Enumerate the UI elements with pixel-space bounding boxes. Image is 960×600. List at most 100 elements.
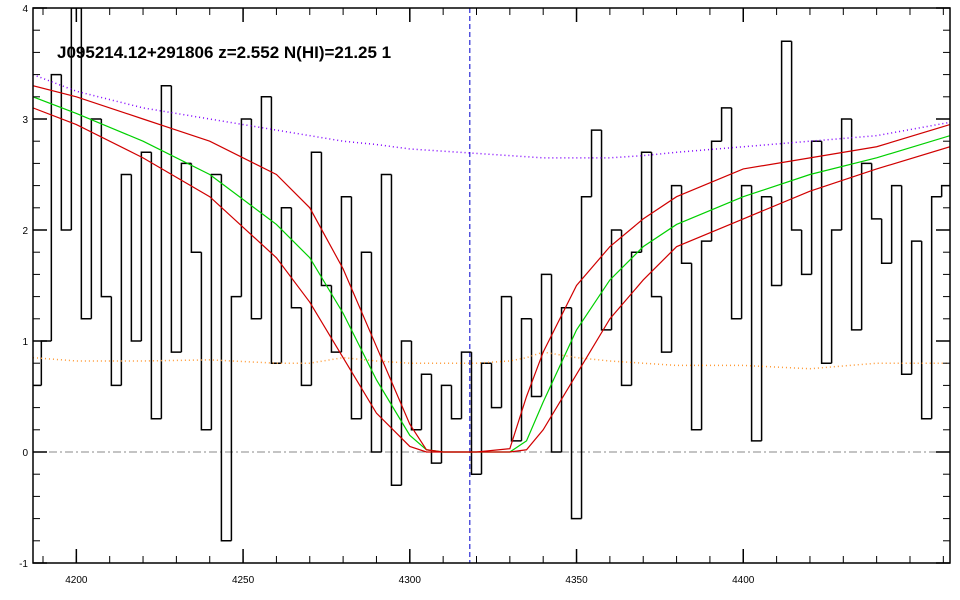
flux-step [840,118,852,230]
flux-step [540,273,552,397]
flux-step [60,74,72,231]
flux-step [860,162,872,330]
flux-step [550,274,562,453]
y-tick-label: 4 [22,4,28,15]
flux-step [150,152,162,420]
flux-step [410,341,422,431]
flux-step [600,130,612,331]
flux-step [250,119,262,320]
flux-step [130,174,142,342]
flux-step [380,173,392,452]
flux-step [450,385,462,420]
flux-step [50,73,62,341]
flux-step [730,107,742,320]
flux-step [260,96,272,319]
flux-step [310,151,322,386]
flux-step [710,140,722,242]
flux-step [750,185,762,442]
flux-step [810,140,822,275]
flux-step [500,295,512,408]
flux-step [420,373,432,430]
flux-step [230,295,242,541]
axes: 4200 4250 4300 4350 4400 -1 0 1 2 3 4 [19,4,951,586]
flux-step [180,162,192,353]
flux-step [900,185,912,376]
y-tick-label: 3 [22,115,28,126]
x-tick-label: 4400 [732,575,755,586]
flux-step [290,207,302,309]
x-tick-label: 4200 [65,575,88,586]
flux-step [390,174,402,487]
y-tick-label: -1 [19,559,28,570]
flux-step [690,263,702,431]
flux-step [790,41,802,231]
flux-step [240,118,252,297]
flux-step [480,362,492,475]
flux-step [890,184,902,264]
flux-step [110,296,122,387]
flux-step [660,296,672,353]
flux-step [280,207,292,364]
flux-step [40,340,52,386]
y-tick-label: 0 [22,448,28,459]
flux-step [670,184,682,353]
x-tick-label: 4300 [399,575,422,586]
flux-step [300,307,312,387]
flux-step [560,306,572,452]
flux-step [920,241,932,420]
flux-step [70,8,82,230]
flux-step [620,230,632,387]
dotted-curve [33,351,950,370]
flux-step [140,151,152,341]
flux-step [160,84,172,419]
flux-step [200,252,212,431]
flux-step [220,174,232,542]
x-tick-label: 4350 [565,575,588,586]
flux-step [190,163,202,253]
flux-step [630,251,642,386]
flux-step [610,229,622,330]
flux-step [760,195,772,441]
flux-step [470,352,482,475]
flux-step [570,307,582,520]
flux-step [210,173,222,430]
flux-step [90,118,102,319]
flux-step [850,119,862,331]
flux-step [530,318,542,398]
flux-step [120,173,132,386]
flux-step [930,195,942,419]
flux-step [820,141,832,364]
flux-step [520,318,532,441]
flux-step [650,152,662,298]
dotted-curve [33,73,950,159]
plot-area [33,8,950,563]
flux-step [100,119,112,298]
flux-step [460,351,472,419]
flux-step [370,252,382,453]
flux-step [700,240,712,430]
flux-step [680,185,692,265]
chart-title: J095214.12+291806 z=2.552 N(HI)=21.25 1 [57,43,391,62]
flux-step [330,285,342,353]
flux-step [490,363,502,409]
flux-step [910,240,922,375]
flux-step [780,40,792,286]
flux-step [170,85,182,353]
x-tick-label: 4250 [232,575,255,586]
flux-step [430,374,442,464]
flux-step [400,340,412,486]
flux-step [340,195,352,353]
flux-step [880,218,892,265]
flux-step [640,151,652,253]
flux-step [440,384,452,464]
flux-step [770,196,782,287]
flux-step [720,107,732,142]
y-tick-label: 1 [22,337,28,348]
axis-frame [32,7,951,564]
flux-step [350,196,362,420]
flux-step [740,184,752,319]
y-tick-label: 2 [22,226,28,237]
flux-step [590,129,602,197]
flux-step [320,152,332,287]
